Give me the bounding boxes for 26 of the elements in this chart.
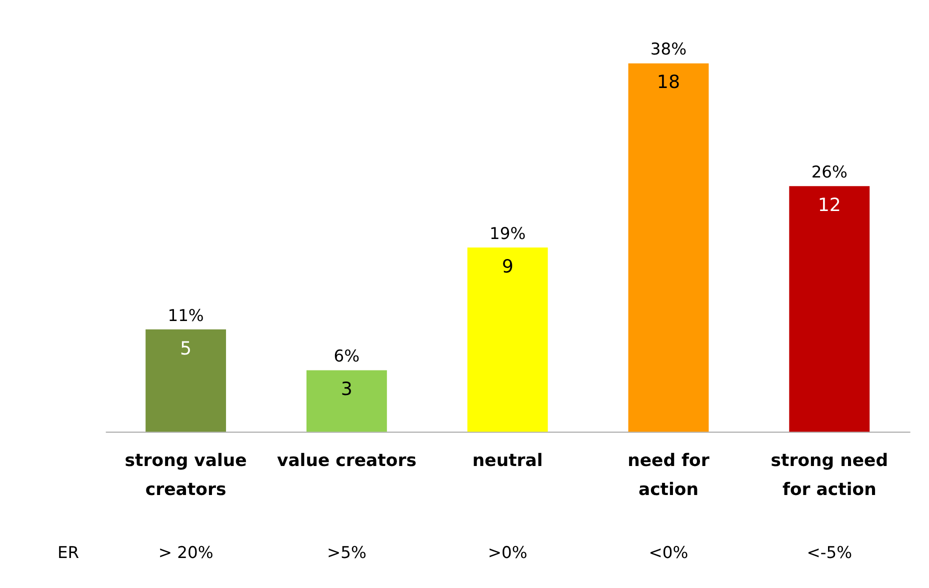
data-label: 3 — [340, 379, 352, 400]
x-tick-label: need for action — [628, 451, 710, 500]
annotation: 38% — [650, 40, 687, 59]
annotation: 11% — [168, 306, 204, 325]
x-tick-label: strong need for action — [770, 451, 888, 500]
text: ER — [57, 543, 80, 562]
data-label: 5 — [180, 338, 192, 360]
bar — [146, 329, 226, 432]
text: >0% — [488, 543, 528, 562]
data-label: 18 — [656, 72, 680, 94]
text: <-5% — [806, 543, 852, 562]
annotation: 6% — [334, 346, 360, 366]
bar — [467, 248, 548, 432]
x-tick-label: value creators — [276, 451, 416, 472]
bar — [789, 186, 870, 432]
text: >5% — [326, 543, 366, 562]
data-label: 12 — [818, 195, 841, 216]
data-label: 9 — [502, 256, 514, 278]
x-tick-label: neutral — [472, 451, 543, 472]
text: > 20% — [158, 543, 214, 562]
x-tick-label: strong value creators — [124, 451, 247, 500]
bar — [306, 370, 387, 432]
annotation: 19% — [490, 224, 526, 243]
bar — [628, 63, 709, 432]
annotation: 26% — [811, 162, 848, 182]
text: <0% — [648, 543, 688, 562]
